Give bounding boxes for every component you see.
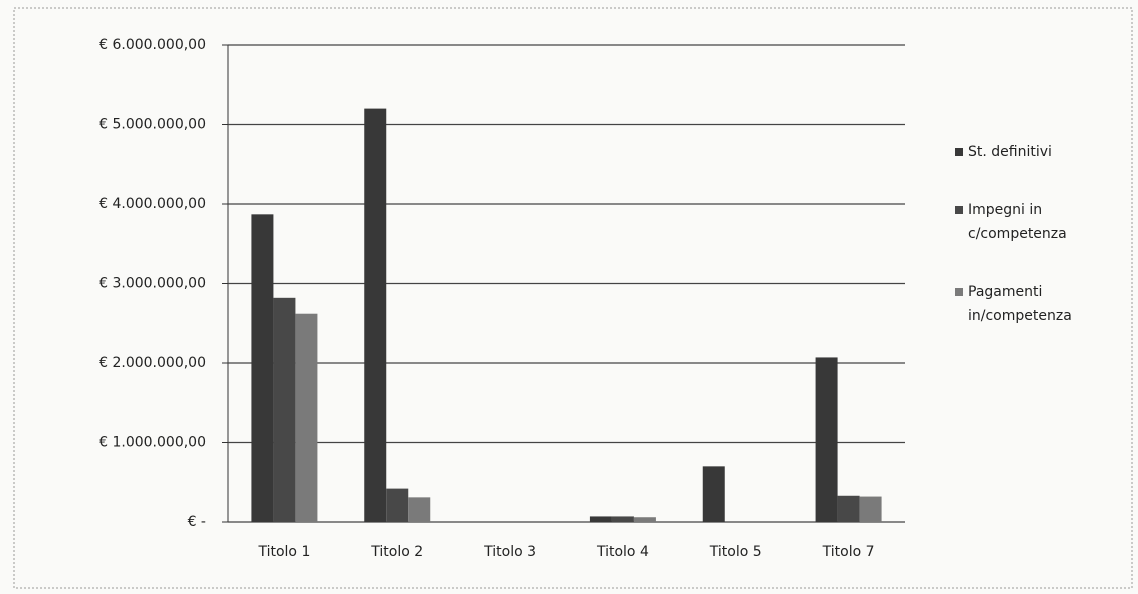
- bar: [251, 214, 274, 522]
- bar: [611, 516, 634, 522]
- bar: [859, 496, 882, 522]
- legend-item: St. definitivi: [955, 140, 1125, 164]
- x-tick-label: Titolo 2: [370, 544, 423, 560]
- x-tick-label: Titolo 7: [822, 544, 875, 560]
- x-tick-label: Titolo 1: [257, 544, 310, 560]
- bar: [702, 466, 725, 522]
- bar: [815, 357, 838, 522]
- legend-label: St. definitivi: [968, 144, 1052, 160]
- bar: [837, 495, 860, 522]
- y-tick-label: € -: [188, 514, 206, 530]
- legend-label: Impegni in c/competenza: [968, 202, 1067, 242]
- legend-item: Pagamenti in/competenza: [955, 280, 1125, 328]
- bar: [589, 516, 612, 522]
- bar: [408, 497, 431, 522]
- x-tick-label: Titolo 4: [596, 544, 649, 560]
- x-tick-label: Titolo 3: [483, 544, 536, 560]
- chart-frame: [13, 7, 1133, 589]
- bar: [295, 313, 318, 522]
- bar: [364, 108, 387, 522]
- legend-swatch: [955, 148, 963, 156]
- legend-item: Impegni in c/competenza: [955, 198, 1125, 246]
- y-tick-label: € 3.000.000,00: [99, 276, 206, 292]
- bar: [633, 517, 656, 522]
- legend: St. definitivi Impegni in c/competenza Pag…: [955, 140, 1125, 362]
- bar: [273, 297, 296, 522]
- y-tick-label: € 4.000.000,00: [99, 196, 206, 212]
- x-tick-label: Titolo 5: [709, 544, 762, 560]
- y-tick-label: € 1.000.000,00: [99, 435, 206, 451]
- bar: [386, 488, 409, 522]
- legend-swatch: [955, 206, 963, 214]
- y-tick-label: € 6.000.000,00: [99, 37, 206, 53]
- y-tick-label: € 2.000.000,00: [99, 355, 206, 371]
- legend-swatch: [955, 288, 963, 296]
- y-tick-label: € 5.000.000,00: [99, 117, 206, 133]
- legend-label: Pagamenti in/competenza: [968, 284, 1072, 324]
